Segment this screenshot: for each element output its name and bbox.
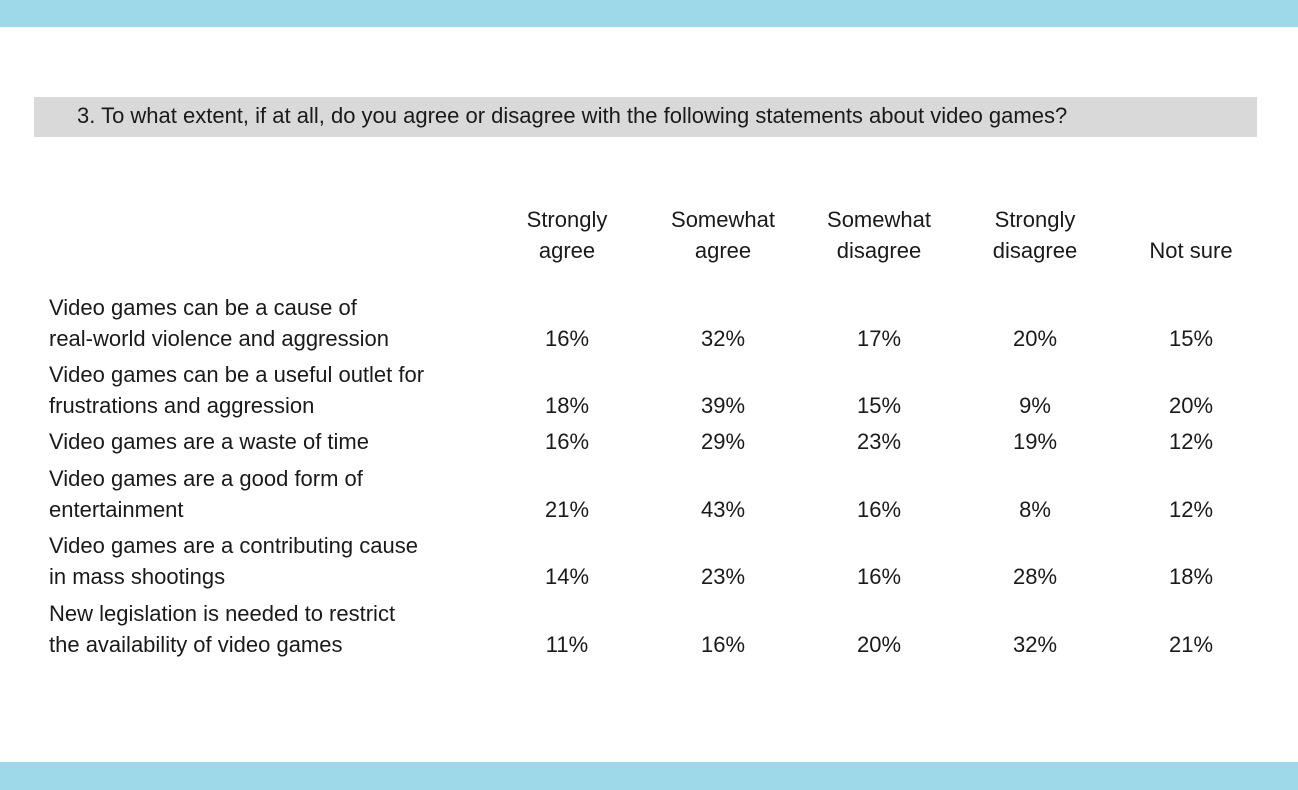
row-label-line2: the availability of video games <box>49 632 343 657</box>
column-header-line2: disagree <box>992 238 1078 263</box>
question-text: 3. To what extent, if at all, do you agr… <box>77 103 1068 128</box>
table-cell: 8% <box>1019 497 1051 522</box>
table-cell: 19% <box>1012 429 1058 454</box>
question-bar: 3. To what extent, if at all, do you agr… <box>34 97 1257 137</box>
column-header-somewhat-disagree: Somewhat disagree <box>804 204 954 266</box>
column-header-line2: disagree <box>836 238 922 263</box>
table-row-label: Video games are a waste of time <box>49 426 369 457</box>
table-cell: 14% <box>544 564 590 589</box>
table-row-label: Video games can be a useful outlet for f… <box>49 359 424 421</box>
table-cell: 20% <box>856 632 902 657</box>
column-header-line2: agree <box>538 238 596 263</box>
column-header-strongly-disagree: Strongly disagree <box>960 204 1110 266</box>
column-header-strongly-agree: Strongly agree <box>492 204 642 266</box>
table-cell: 39% <box>700 393 746 418</box>
table-cell: 12% <box>1168 497 1214 522</box>
table-cell: 43% <box>700 497 746 522</box>
table-cell: 11% <box>545 632 589 657</box>
table-cell: 12% <box>1168 429 1214 454</box>
row-label-line2: frustrations and aggression <box>49 393 315 418</box>
table-cell: 23% <box>700 564 746 589</box>
table-row-label: Video games can be a cause of real-world… <box>49 292 389 354</box>
table-cell: 32% <box>1012 632 1058 657</box>
table-cell: 29% <box>700 429 746 454</box>
table-cell: 16% <box>544 326 590 351</box>
row-label-line1: Video games are a good form of <box>49 466 363 491</box>
table-cell: 9% <box>1019 393 1051 418</box>
table-cell: 20% <box>1012 326 1058 351</box>
column-header-line1: Strongly <box>994 207 1076 232</box>
column-header-line2: Not sure <box>1149 238 1233 263</box>
table-cell: 15% <box>1168 326 1214 351</box>
column-header-line1 <box>1116 204 1266 235</box>
column-header-line1: Somewhat <box>827 207 931 232</box>
column-header-line1: Strongly <box>526 207 608 232</box>
column-header-line1: Somewhat <box>671 207 775 232</box>
table-cell: 16% <box>856 564 902 589</box>
row-label-line2: Video games are a waste of time <box>49 429 369 454</box>
column-header-somewhat-agree: Somewhat agree <box>648 204 798 266</box>
table-cell: 18% <box>544 393 590 418</box>
bottom-band <box>0 762 1298 790</box>
table-row-label: Video games are a contributing cause in … <box>49 530 418 592</box>
table-cell: 16% <box>544 429 590 454</box>
row-label-line1: Video games are a contributing cause <box>49 533 418 558</box>
table-cell: 28% <box>1012 564 1058 589</box>
table-cell: 20% <box>1168 393 1214 418</box>
row-label-line1: Video games can be a cause of <box>49 295 357 320</box>
table-cell: 17% <box>856 326 902 351</box>
column-header-line2: agree <box>694 238 752 263</box>
row-label-line2: entertainment <box>49 497 184 522</box>
table-row-label: Video games are a good form of entertain… <box>49 463 363 525</box>
table-cell: 23% <box>856 429 902 454</box>
table-cell: 32% <box>700 326 746 351</box>
row-label-line1: New legislation is needed to restrict <box>49 601 396 626</box>
table-cell: 15% <box>856 393 902 418</box>
row-label-line2: real-world violence and aggression <box>49 326 389 351</box>
table-row-label: New legislation is needed to restrict th… <box>49 598 395 660</box>
table-cell: 21% <box>1168 632 1214 657</box>
top-band <box>0 0 1298 27</box>
row-label-line1: Video games can be a useful outlet for <box>49 362 425 387</box>
table-cell: 18% <box>1168 564 1214 589</box>
table-cell: 16% <box>856 497 902 522</box>
column-header-not-sure: Not sure <box>1116 204 1266 266</box>
table-cell: 21% <box>544 497 590 522</box>
row-label-line2: in mass shootings <box>49 564 226 589</box>
table-cell: 16% <box>700 632 746 657</box>
